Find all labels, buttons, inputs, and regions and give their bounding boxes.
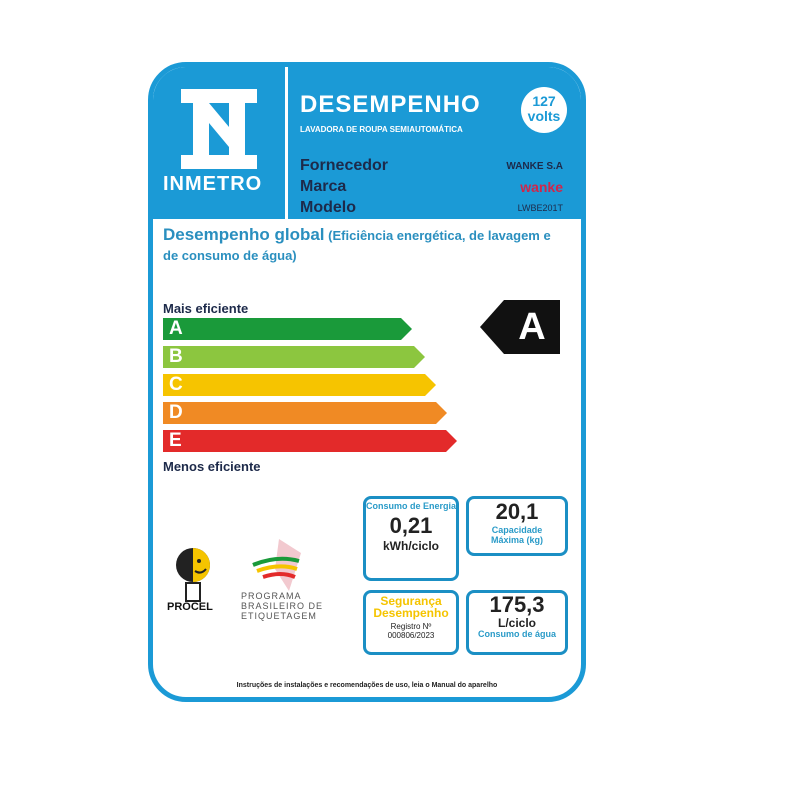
energy-label: INMETRO DESEMPENHO LAVADORA DE ROUPA SEM… [148,62,586,702]
supplier-label: Fornecedor [300,157,389,174]
capacity-label: Capacidade Máxima (kg) [490,525,543,545]
safety-box: Segurança Desempenho Registro Nº 000806/… [363,590,459,655]
label-title: DESEMPENHO [300,91,481,118]
rating-indicator: A [480,300,560,354]
efficiency-bar-a: A [163,318,412,340]
capacity-box: 20,1 Capacidade Máxima (kg) [466,496,568,556]
voltage-badge: 127 volts [521,87,567,133]
safety-line2: Desempenho [373,606,449,620]
header-divider [285,67,288,219]
procel-text: PROCEL [167,601,213,613]
footer-note: Instruções de instalações e recomendaçõe… [236,682,498,689]
performance-title-note: (Eficiência energética, de lavagem e de … [163,228,551,263]
supplier-value: WANKE S.A [506,161,563,172]
water-unit: L/ciclo [497,616,536,630]
water-consumption-box: 175,3 L/ciclo Consumo de água [466,590,568,655]
efficiency-bar-e: E [163,430,457,452]
registration-number: 000806/2023 [387,631,435,640]
pbe-text: PROGRAMA BRASILEIRO DE ETIQUETAGEM [241,591,323,621]
voltage-number: 127 [532,93,556,109]
model-label: Modelo [300,199,356,216]
energy-unit: kWh/ciclo [382,539,439,553]
voltage-unit: volts [527,108,561,124]
least-efficient-label: Menos eficiente [163,459,261,474]
model-value: LWBE201T [517,203,563,213]
label-subtitle: LAVADORA DE ROUPA SEMIAUTOMÁTICA [300,125,463,134]
energy-label-text: Consumo de Energia [366,501,457,511]
pbe-line: BRASILEIRO DE [241,601,324,611]
pbe-line: ETIQUETAGEM [241,611,317,621]
label-header: INMETRO DESEMPENHO LAVADORA DE ROUPA SEM… [153,67,581,219]
water-value: 175,3 [489,592,545,617]
energy-consumption-box: Consumo de Energia 0,21 kWh/ciclo [363,496,459,581]
capacity-value: 20,1 [495,499,539,524]
efficiency-bar-d: D [163,402,447,424]
most-efficient-label: Mais eficiente [163,301,249,316]
performance-title: Desempenho global (Eficiência energética… [163,225,563,266]
water-label: Consumo de água [477,629,556,639]
procel-bulb-icon [176,548,210,602]
performance-title-main: Desempenho global [163,225,325,244]
pbe-logo-icon [252,539,301,591]
inmetro-logo-icon [181,89,257,169]
pbe-line: PROGRAMA [241,591,302,601]
registration-label: Registro Nº [390,622,432,631]
safety-line1: Segurança [380,594,442,608]
inmetro-text: INMETRO [163,173,263,195]
brand-label: Marca [300,178,347,195]
efficiency-bar-c: C [163,374,436,396]
efficiency-bar-b: B [163,346,425,368]
energy-value: 0,21 [389,513,433,538]
brand-value: wanke [520,179,563,195]
